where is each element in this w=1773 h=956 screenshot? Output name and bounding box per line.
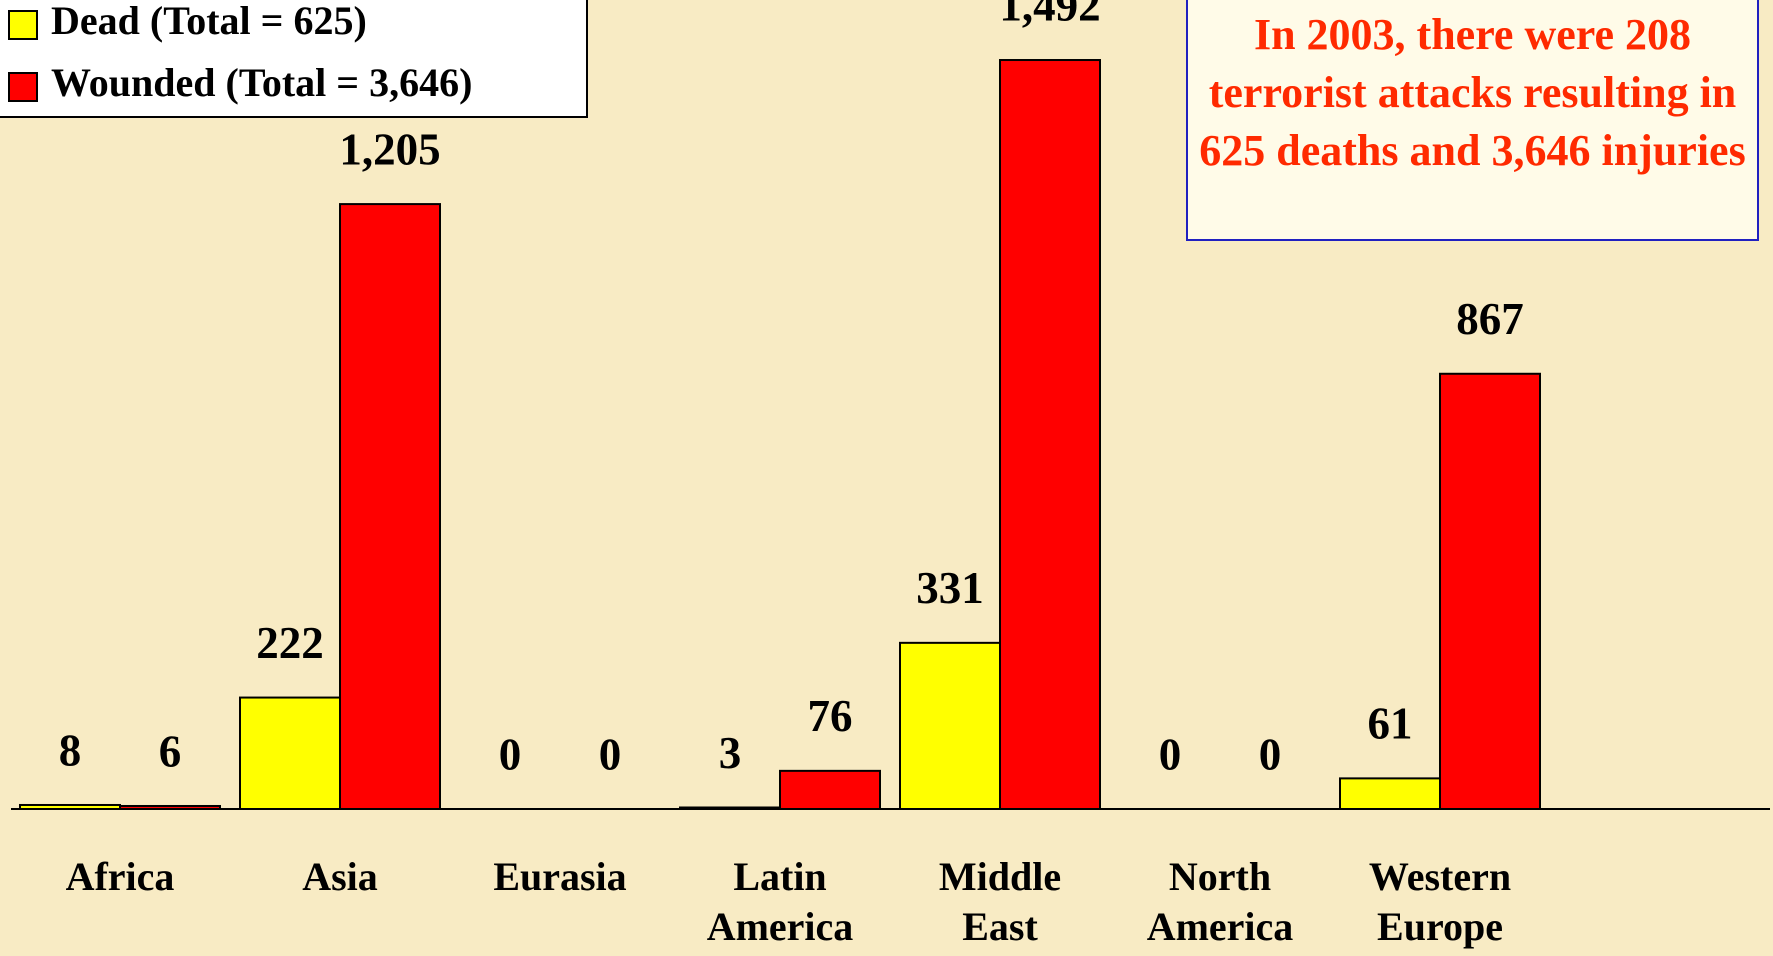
- value-label: 331: [916, 563, 984, 613]
- value-label: 8: [59, 725, 82, 775]
- bar: [339, 203, 441, 810]
- legend-swatch: [8, 72, 38, 102]
- legend-swatch: [8, 10, 38, 40]
- bar: [1339, 777, 1441, 810]
- value-label: 222: [256, 618, 324, 668]
- legend-box: [0, 0, 588, 118]
- value-label: 3: [719, 728, 742, 778]
- value-label: 0: [1259, 729, 1282, 779]
- legend-label: Dead (Total = 625): [51, 0, 367, 43]
- value-label: 867: [1456, 294, 1524, 344]
- value-label: 1,205: [339, 124, 440, 174]
- value-label: 76: [808, 691, 853, 741]
- x-tick-label: Western Europe: [1368, 854, 1512, 949]
- x-tick-label: Africa: [65, 854, 175, 899]
- x-tick-label: Asia: [302, 854, 378, 899]
- bar: [999, 59, 1101, 811]
- legend-label: Wounded (Total = 3,646): [51, 60, 472, 105]
- value-label: 0: [499, 729, 522, 779]
- x-tick-label: Middle East: [938, 854, 1062, 949]
- bar: [679, 806, 781, 811]
- value-label: 6: [159, 726, 182, 776]
- value-label: 61: [1368, 699, 1413, 749]
- bar: [119, 804, 221, 810]
- annotation: In 2003, there were 208 terrorist attack…: [1186, 0, 1759, 241]
- x-tick-label: North America: [1146, 854, 1294, 949]
- bar: [779, 769, 881, 811]
- x-tick-label: Eurasia: [493, 854, 627, 899]
- x-tick-label: Latin America: [706, 854, 854, 949]
- value-label: 1,492: [999, 0, 1100, 30]
- bar: [899, 641, 1001, 811]
- bar: [1439, 372, 1541, 810]
- bar: [239, 696, 341, 811]
- value-label: 0: [599, 729, 622, 779]
- bar: [19, 803, 121, 811]
- value-label: 0: [1159, 729, 1182, 779]
